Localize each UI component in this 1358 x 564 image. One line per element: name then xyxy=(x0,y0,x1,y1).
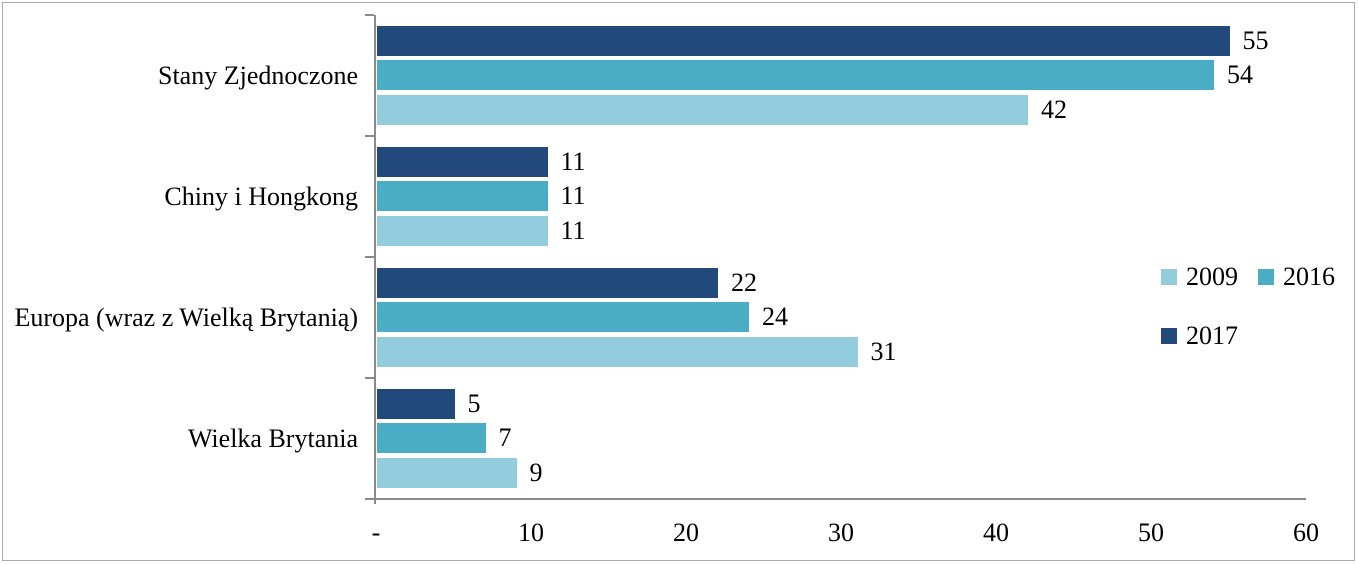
legend-row: 2017 xyxy=(1161,321,1258,351)
category-label: Wielka Brytania xyxy=(187,423,358,453)
bar-2016 xyxy=(377,181,548,212)
bar-2009 xyxy=(377,94,1028,125)
bar-value-label: 11 xyxy=(560,147,586,176)
bar-value-label: 9 xyxy=(529,457,543,487)
bar-value-label: 22 xyxy=(731,268,757,297)
bar-2017 xyxy=(377,268,718,298)
bar-2009 xyxy=(377,457,517,488)
bar-value-label: 42 xyxy=(1041,94,1067,124)
x-tick-label: 60 xyxy=(1293,518,1319,547)
y-axis-tick-mark xyxy=(365,135,374,137)
legend-swatch xyxy=(1161,269,1177,285)
bar-2017 xyxy=(377,26,1230,56)
legend-item-2016: 2016 xyxy=(1258,264,1335,290)
bar-value-label: 5 xyxy=(467,389,481,418)
bar-2009 xyxy=(377,336,858,367)
bar-value-label: 11 xyxy=(560,215,586,245)
legend-item-2009: 2009 xyxy=(1161,264,1238,290)
bar-2009 xyxy=(377,215,548,246)
y-axis-tick-mark xyxy=(365,256,374,258)
category-label: Europa (wraz z Wielką Brytanią) xyxy=(14,302,358,332)
y-axis-line xyxy=(374,15,376,504)
legend-row: 2009 2016 xyxy=(1161,262,1355,292)
x-tick-label: 40 xyxy=(983,518,1009,547)
x-tick-label: 10 xyxy=(518,518,544,547)
y-axis-tick-mark xyxy=(365,14,374,16)
x-tick-label: 20 xyxy=(673,518,699,547)
legend-label: 2016 xyxy=(1283,262,1335,291)
bar-value-label: 24 xyxy=(762,302,788,332)
bar-value-label: 31 xyxy=(870,336,897,366)
bar-2017 xyxy=(377,147,548,177)
legend-swatch xyxy=(1258,269,1274,285)
legend-label: 2009 xyxy=(1186,262,1238,291)
bar-value-label: 55 xyxy=(1242,26,1269,55)
bar-2016 xyxy=(377,60,1214,91)
x-tick-label: 50 xyxy=(1138,518,1164,547)
category-label: Stany Zjednoczone xyxy=(158,60,358,90)
x-axis-line xyxy=(365,498,1306,500)
category-label: Chiny i Hongkong xyxy=(164,181,358,211)
bar-2016 xyxy=(377,423,486,454)
x-tick-label: 30 xyxy=(828,518,854,547)
y-axis-tick-mark xyxy=(365,377,374,379)
legend-swatch xyxy=(1161,328,1177,344)
bar-2016 xyxy=(377,302,749,333)
bar-value-label: 54 xyxy=(1227,60,1253,90)
bar-value-label: 11 xyxy=(560,181,586,211)
bar-2017 xyxy=(377,389,455,419)
bar-value-label: 7 xyxy=(498,423,512,453)
x-tick-label: - xyxy=(371,518,381,547)
legend-label: 2017 xyxy=(1186,321,1238,350)
legend-item-2017: 2017 xyxy=(1161,323,1238,349)
